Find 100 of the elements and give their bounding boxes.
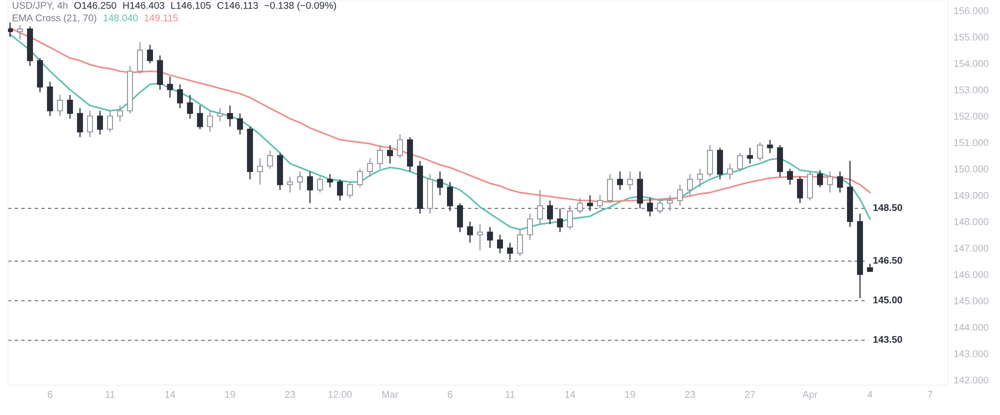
x-tick-label: 14 bbox=[565, 391, 576, 398]
candlestick bbox=[47, 81, 53, 117]
y-tick-label: 153.000 bbox=[954, 86, 988, 94]
x-tick-label: 12:00 bbox=[328, 390, 352, 398]
candlestick bbox=[337, 178, 343, 202]
candlestick bbox=[217, 108, 223, 122]
candlestick bbox=[327, 174, 333, 188]
x-tick-label: 23 bbox=[285, 390, 295, 398]
candlestick bbox=[117, 104, 123, 122]
candlestick bbox=[557, 208, 563, 233]
candlestick bbox=[537, 189, 543, 225]
x-tick-label: 11 bbox=[106, 391, 115, 398]
x-tick-label: 11 bbox=[506, 391, 515, 398]
candlestick bbox=[357, 168, 363, 188]
x-tick-label: 23 bbox=[685, 390, 695, 398]
x-tick-label: 6 bbox=[448, 390, 452, 398]
candlestick bbox=[637, 170, 643, 209]
y-tick-label: 154.000 bbox=[954, 60, 988, 67]
y-tick-label: 149.000 bbox=[954, 192, 988, 199]
candlestick bbox=[347, 181, 353, 198]
candlestick bbox=[447, 181, 453, 212]
ref-line-label: 143.50 bbox=[873, 336, 902, 343]
x-tick-label: Mar bbox=[382, 391, 398, 398]
annotation: 148.040 bbox=[104, 14, 138, 22]
candlestick bbox=[807, 170, 813, 202]
x-tick-label: 27 bbox=[745, 390, 755, 398]
candlestick bbox=[627, 170, 633, 190]
y-tick-label: 152.000 bbox=[954, 112, 988, 120]
candlestick bbox=[717, 147, 723, 180]
candlestick bbox=[87, 110, 93, 138]
candlestick bbox=[827, 170, 833, 194]
candlestick bbox=[207, 110, 213, 132]
candlestick bbox=[57, 94, 63, 117]
candlestick bbox=[607, 174, 613, 204]
candlestick bbox=[177, 84, 183, 109]
candlestick bbox=[727, 162, 733, 180]
candlestick bbox=[567, 205, 573, 230]
candlestick bbox=[307, 170, 313, 204]
candlestick bbox=[837, 170, 843, 194]
x-tick-label: 6 bbox=[48, 390, 52, 398]
y-tick-label: 155.000 bbox=[954, 34, 988, 41]
candlestick bbox=[197, 104, 203, 130]
candlestick bbox=[97, 110, 103, 136]
candlestick bbox=[517, 228, 523, 256]
y-tick-label: 146.000 bbox=[954, 271, 988, 278]
candlestick bbox=[377, 144, 383, 170]
y-tick-label: 143.000 bbox=[954, 350, 988, 358]
annotation: H146.403 bbox=[123, 2, 164, 9]
annotation: EMA Cross (21, 70) bbox=[12, 14, 96, 24]
candlestick bbox=[697, 168, 703, 188]
candlestick bbox=[577, 197, 583, 214]
candlestick bbox=[237, 112, 243, 136]
annotation: USD/JPY, 4h bbox=[12, 2, 68, 10]
candlestick bbox=[737, 152, 743, 172]
candlestick bbox=[8, 22, 13, 38]
candlestick bbox=[647, 197, 653, 217]
y-tick-label: 147.000 bbox=[954, 244, 988, 252]
candlestick bbox=[477, 224, 483, 252]
candlestick bbox=[617, 170, 623, 190]
annotation: C146.113 bbox=[217, 2, 258, 9]
x-tick-label: 4 bbox=[868, 391, 872, 398]
candlestick bbox=[597, 194, 603, 209]
candlestick bbox=[17, 24, 23, 40]
candlestick bbox=[707, 144, 713, 178]
candlestick bbox=[797, 176, 803, 204]
x-tick-label: Apr bbox=[802, 391, 818, 400]
y-tick-label: 150.000 bbox=[954, 166, 988, 172]
candlestick bbox=[157, 54, 163, 90]
candlestick bbox=[547, 200, 553, 225]
candlestick bbox=[507, 242, 513, 260]
candlestick bbox=[287, 176, 293, 194]
candlestick bbox=[397, 134, 403, 159]
candlestick bbox=[667, 194, 673, 212]
candlestick bbox=[267, 150, 273, 170]
y-tick-label: 148.000 bbox=[954, 218, 988, 226]
candlestick bbox=[367, 158, 373, 178]
candlestick bbox=[67, 94, 73, 120]
candlestick bbox=[747, 147, 753, 164]
annotation: 149.115 bbox=[144, 14, 178, 22]
x-tick-label: 19 bbox=[625, 390, 635, 398]
candlestick bbox=[657, 200, 663, 214]
candlestick bbox=[137, 42, 143, 74]
candlestick bbox=[77, 108, 83, 138]
candlestick bbox=[497, 234, 503, 254]
ref-line-label: 148.50 bbox=[873, 204, 902, 211]
candlestick bbox=[107, 110, 113, 132]
annotation: −0.138 (−0.09%) bbox=[264, 2, 336, 11]
x-tick-label: 19 bbox=[225, 390, 235, 398]
candlestick bbox=[757, 142, 763, 162]
candlestick bbox=[227, 104, 233, 128]
y-tick-label: 145.000 bbox=[954, 297, 988, 304]
candlestick bbox=[437, 170, 443, 196]
candlestick bbox=[457, 202, 463, 233]
candlestick bbox=[817, 170, 823, 188]
annotation: O146.250 bbox=[74, 2, 116, 9]
candlestick bbox=[487, 226, 493, 249]
annotation: L146.105 bbox=[171, 2, 211, 9]
candlestick bbox=[587, 194, 593, 212]
candlestick bbox=[777, 144, 783, 178]
candlestick bbox=[387, 144, 393, 164]
